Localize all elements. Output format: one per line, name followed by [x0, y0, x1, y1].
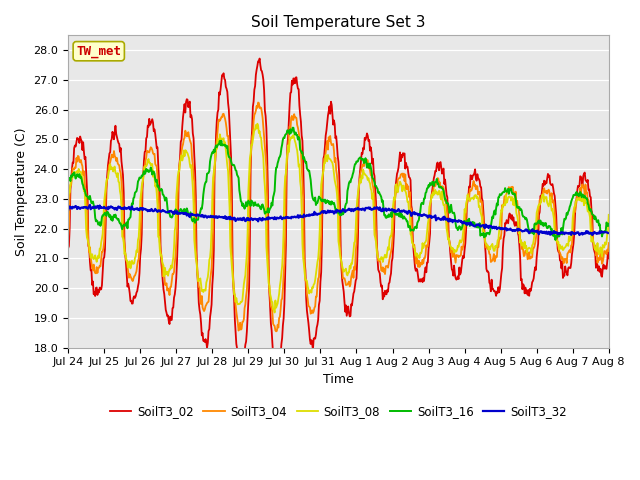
SoilT3_32 — [605, 230, 612, 236]
SoilT3_04 — [332, 155, 339, 161]
Title: Soil Temperature Set 3: Soil Temperature Set 3 — [252, 15, 426, 30]
SoilT3_16 — [206, 158, 214, 164]
SoilT3_02 — [64, 245, 72, 251]
SoilT3_02 — [273, 375, 281, 381]
SoilT3_04 — [557, 252, 564, 258]
SoilT3_08 — [183, 149, 191, 155]
SoilT3_02 — [384, 289, 392, 295]
SoilT3_16 — [331, 203, 339, 209]
SoilT3_04 — [254, 100, 262, 106]
SoilT3_08 — [332, 181, 339, 187]
SoilT3_16 — [552, 237, 559, 243]
SoilT3_16 — [183, 205, 191, 211]
SoilT3_32 — [331, 210, 339, 216]
Text: TW_met: TW_met — [76, 45, 121, 58]
Line: SoilT3_32: SoilT3_32 — [68, 205, 609, 235]
SoilT3_32 — [436, 217, 444, 223]
X-axis label: Time: Time — [323, 373, 354, 386]
SoilT3_02 — [438, 165, 445, 171]
SoilT3_08 — [557, 245, 564, 251]
SoilT3_02 — [256, 56, 264, 61]
SoilT3_08 — [271, 310, 278, 315]
SoilT3_02 — [557, 258, 564, 264]
SoilT3_04 — [384, 265, 392, 271]
Line: SoilT3_16: SoilT3_16 — [68, 128, 609, 240]
SoilT3_32 — [383, 207, 391, 213]
SoilT3_04 — [438, 185, 445, 191]
Line: SoilT3_08: SoilT3_08 — [68, 124, 609, 312]
SoilT3_08 — [253, 121, 261, 127]
SoilT3_08 — [438, 197, 445, 203]
SoilT3_02 — [183, 96, 191, 102]
SoilT3_16 — [605, 221, 612, 227]
SoilT3_04 — [605, 240, 612, 246]
SoilT3_02 — [206, 314, 214, 320]
SoilT3_32 — [207, 213, 214, 219]
SoilT3_04 — [64, 233, 72, 239]
SoilT3_08 — [64, 197, 72, 203]
SoilT3_32 — [588, 232, 596, 238]
SoilT3_32 — [556, 231, 564, 237]
Legend: SoilT3_02, SoilT3_04, SoilT3_08, SoilT3_16, SoilT3_32: SoilT3_02, SoilT3_04, SoilT3_08, SoilT3_… — [106, 400, 572, 423]
SoilT3_04 — [272, 328, 280, 334]
SoilT3_16 — [557, 230, 564, 236]
SoilT3_16 — [64, 178, 72, 183]
SoilT3_08 — [206, 254, 214, 260]
SoilT3_08 — [384, 244, 392, 250]
SoilT3_32 — [86, 202, 94, 208]
SoilT3_16 — [436, 184, 444, 190]
Y-axis label: Soil Temperature (C): Soil Temperature (C) — [15, 127, 28, 256]
SoilT3_08 — [605, 212, 612, 218]
SoilT3_02 — [332, 135, 339, 141]
Line: SoilT3_02: SoilT3_02 — [68, 59, 609, 378]
SoilT3_32 — [184, 211, 191, 217]
SoilT3_04 — [206, 278, 214, 284]
SoilT3_16 — [289, 125, 296, 131]
SoilT3_16 — [383, 213, 391, 219]
SoilT3_04 — [183, 133, 191, 139]
Line: SoilT3_04: SoilT3_04 — [68, 103, 609, 331]
SoilT3_32 — [64, 207, 72, 213]
SoilT3_02 — [605, 255, 612, 261]
